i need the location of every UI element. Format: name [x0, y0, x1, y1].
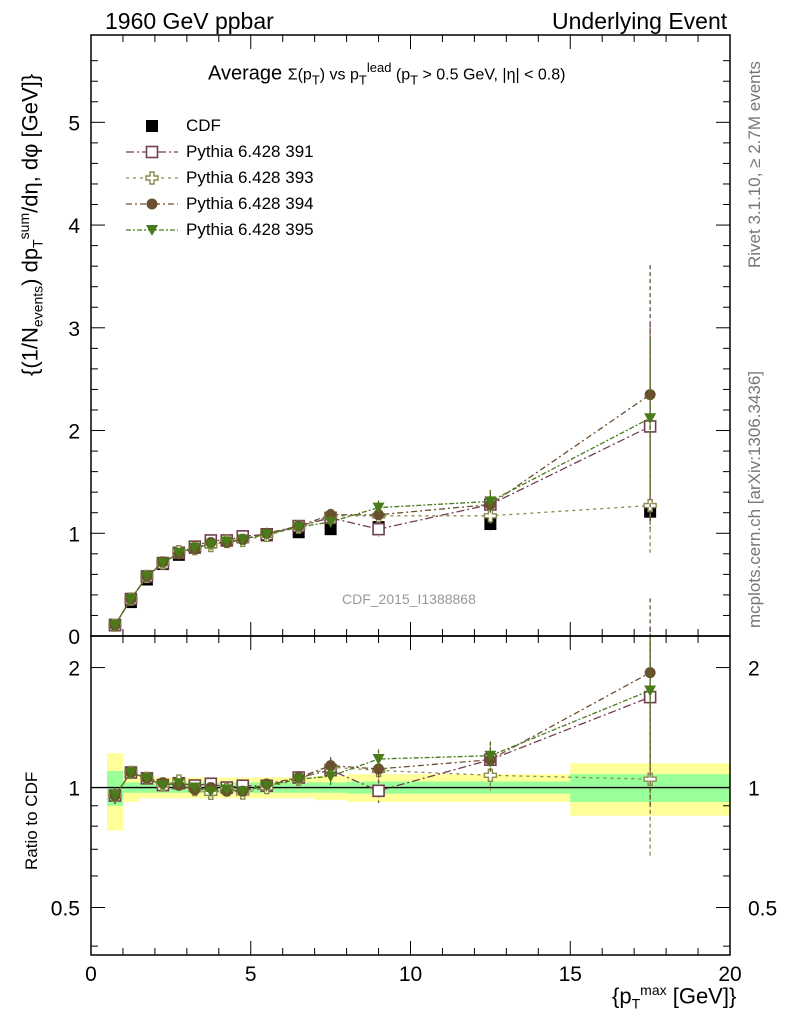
legend-label: Pythia 6.428 395	[186, 220, 314, 239]
x-tick-label: 20	[718, 963, 741, 986]
data-point	[484, 518, 497, 531]
ratio-point	[108, 790, 121, 802]
legend-marker	[146, 198, 158, 210]
x-tick-label: 10	[399, 963, 422, 986]
ratio-tick-label: 2	[68, 658, 80, 681]
series-cdf	[108, 503, 657, 631]
ratio-point	[236, 786, 249, 798]
data-point	[108, 620, 121, 632]
ratio-point	[324, 771, 337, 783]
mcplots-label: mcplots.cern.ch [arXiv:1306.3436]	[745, 370, 764, 628]
data-point	[124, 594, 137, 606]
ratio-point	[372, 753, 385, 765]
data-point	[372, 522, 385, 536]
ratio-point	[643, 772, 657, 786]
data-point	[156, 558, 169, 570]
ratio-tick-label-right: 1	[748, 778, 760, 801]
data-point	[172, 547, 185, 559]
ratio-point	[124, 767, 137, 779]
legend-marker-391	[126, 145, 178, 159]
data-point	[484, 496, 497, 508]
ratio-tick-label-right: 2	[748, 658, 760, 681]
header-left: 1960 GeV ppbar	[105, 8, 274, 34]
ratio-point	[325, 760, 337, 772]
data-point	[324, 516, 337, 528]
data-point	[236, 534, 249, 546]
y-tick-label: 2	[68, 421, 80, 444]
ratio-point	[373, 763, 385, 775]
legend-marker	[146, 225, 158, 236]
ratio-point	[156, 780, 169, 792]
ratio-point	[484, 750, 497, 762]
ratio-point	[188, 782, 201, 794]
rivet-label: Rivet 3.1.10, ≥ 2.7M events	[745, 61, 764, 268]
data-point	[188, 542, 201, 554]
legend-label: Pythia 6.428 391	[186, 142, 314, 161]
ratio-point	[644, 685, 657, 697]
legend-marker-395	[126, 225, 178, 236]
ratio-point	[372, 784, 385, 798]
series-pythia-1	[108, 323, 657, 814]
ratio-point	[204, 786, 217, 798]
plot-title: Average Σ(pT) vs pTlead (pT > 0.5 GeV, |…	[208, 60, 566, 88]
legend-marker-cdf	[146, 120, 158, 132]
legend-marker	[145, 171, 159, 185]
ratio-point	[292, 774, 305, 786]
data-point	[292, 522, 305, 534]
ratio-point	[220, 784, 233, 796]
data-point	[644, 389, 656, 401]
legend-label: CDF	[186, 116, 221, 135]
y-tick-label: 3	[68, 318, 80, 341]
axis-ticks: 0 5 10 15 20 0 1 2 3 4 5 0.5 0.5 1 1 2 2	[51, 35, 777, 986]
x-axis-label: {pTmax [GeV]}	[612, 982, 737, 1012]
y-tick-label: 4	[68, 215, 80, 238]
ratio-series-line	[114, 689, 651, 796]
x-tick-label: 0	[85, 963, 97, 986]
data-point	[644, 413, 657, 425]
data-point	[140, 571, 153, 583]
legend-marker	[145, 145, 159, 159]
ratio-axis-label: Ratio to CDF	[22, 771, 41, 870]
data-point	[260, 529, 273, 541]
data-point	[324, 523, 337, 536]
legend-marker	[146, 120, 158, 132]
ratio-point	[172, 778, 185, 790]
y-axis-label: {(1/Nevents) dpTsum/dη, dφ [GeV]}	[16, 73, 46, 376]
ratio-tick-label: 1	[68, 778, 80, 801]
legend-label: Pythia 6.428 393	[186, 168, 314, 187]
legend-marker-393	[126, 171, 178, 185]
x-tick-label: 15	[559, 963, 582, 986]
analysis-watermark: CDF_2015_I1388868	[342, 591, 476, 607]
data-point	[220, 536, 233, 548]
data-point	[372, 502, 385, 514]
ratio-tick-label-right: 0.5	[748, 897, 777, 920]
header-right: Underlying Event	[552, 8, 728, 34]
ratio-point	[260, 780, 273, 792]
x-tick-label: 5	[245, 963, 257, 986]
legend-marker-394	[126, 198, 178, 210]
series-pythia-4	[108, 340, 657, 805]
y-tick-label: 0	[68, 626, 80, 649]
legend-label: Pythia 6.428 394	[186, 194, 314, 213]
y-tick-label: 5	[68, 112, 80, 135]
ratio-point	[140, 773, 153, 785]
ratio-point	[483, 768, 498, 782]
y-tick-label: 1	[68, 523, 80, 546]
ratio-tick-label: 0.5	[51, 897, 80, 920]
data-point	[483, 509, 498, 523]
data-point	[204, 539, 217, 551]
